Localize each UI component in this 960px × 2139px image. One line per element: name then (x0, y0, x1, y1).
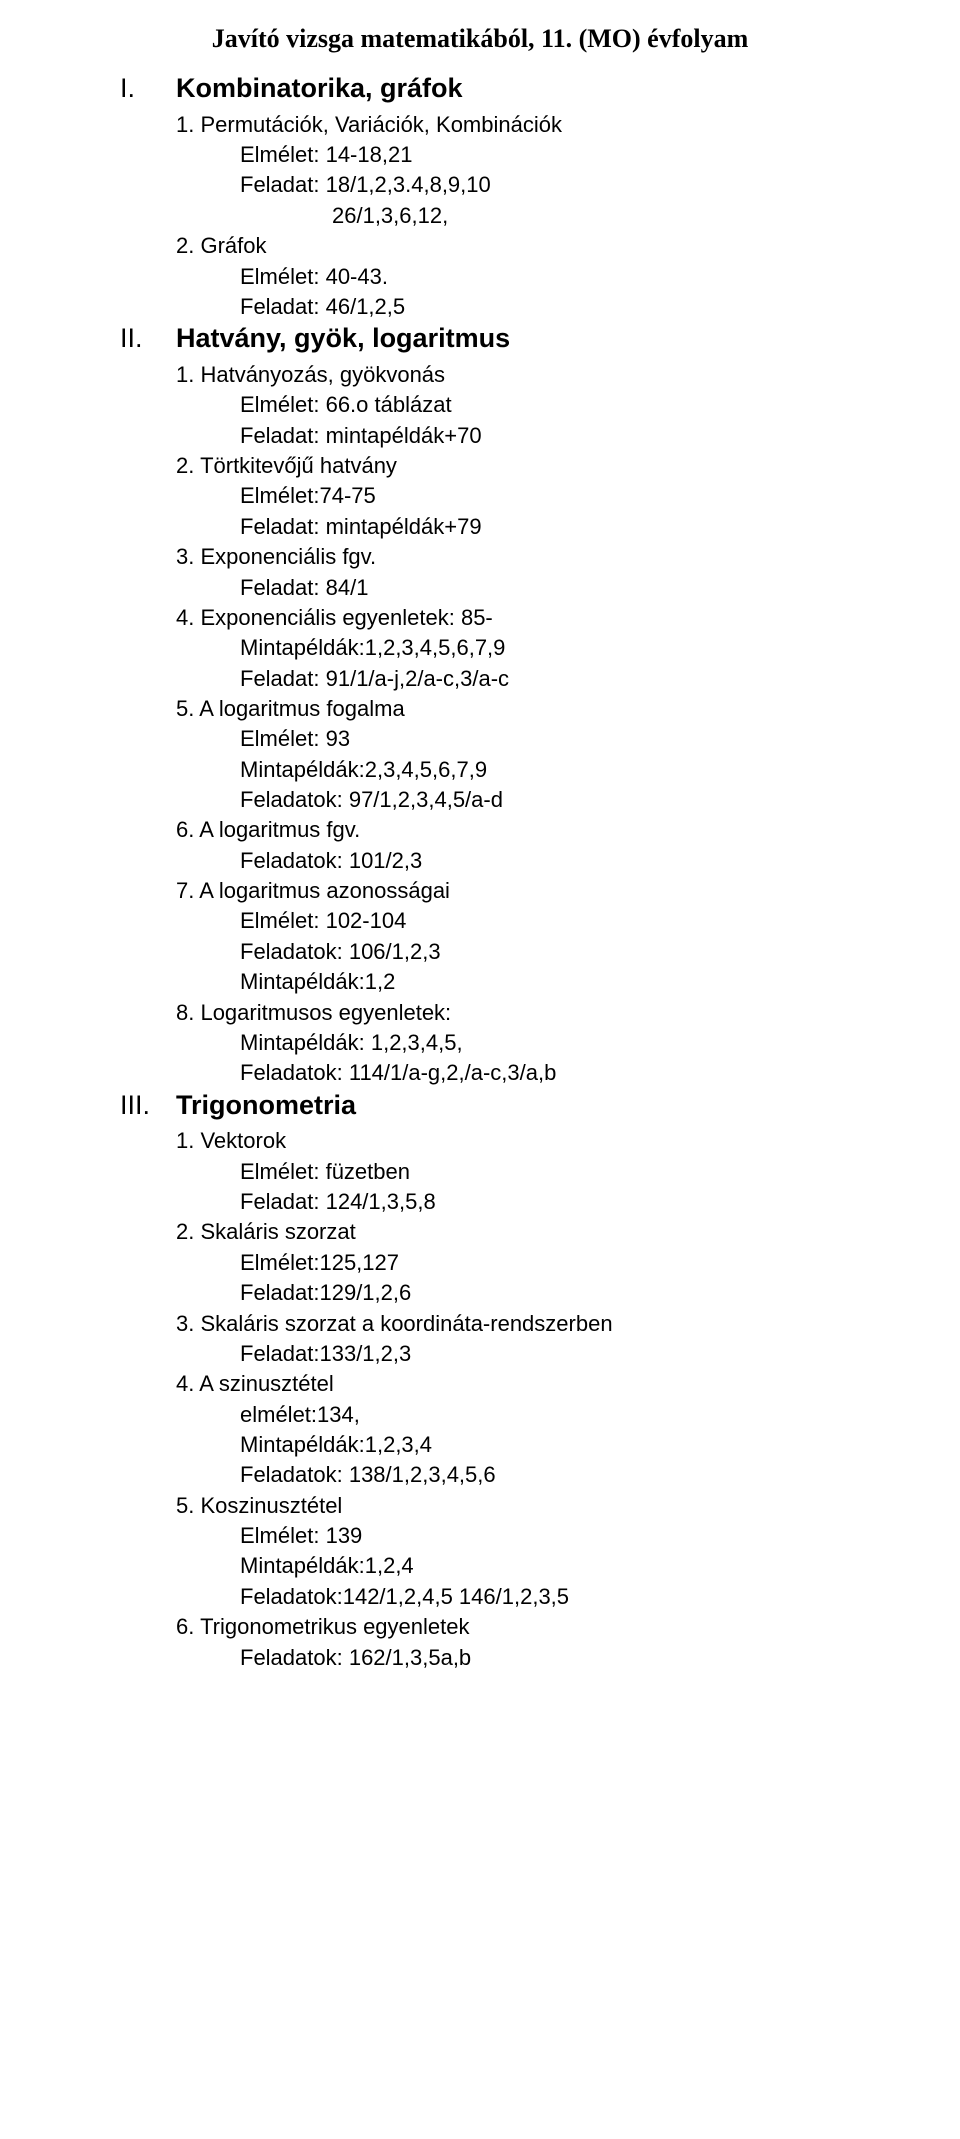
section-heading: Kombinatorika, gráfok (176, 72, 463, 106)
section-heading: Trigonometria (176, 1089, 356, 1123)
body-line: Feladat: 84/1 (176, 573, 840, 603)
body-line: Feladat: 46/1,2,5 (176, 292, 840, 322)
body-line: Mintapéldák:2,3,4,5,6,7,9 (176, 755, 840, 785)
body-line: Feladat: mintapéldák+70 (176, 421, 840, 451)
body-line: 2. Gráfok (176, 231, 840, 261)
body-line: Elmélet: 66.o táblázat (176, 390, 840, 420)
body-line: Mintapéldák:1,2,3,4 (176, 1430, 840, 1460)
body-line: 3. Exponenciális fgv. (176, 542, 840, 572)
body-line: 5. Koszinusztétel (176, 1491, 840, 1521)
section-row: II. Hatvány, gyök, logaritmus (120, 322, 840, 356)
body-line: Feladat:129/1,2,6 (176, 1278, 840, 1308)
body-line: Elmélet: 93 (176, 724, 840, 754)
section-row: I. Kombinatorika, gráfok (120, 72, 840, 106)
body-line: Feladatok: 162/1,3,5a,b (176, 1643, 840, 1673)
body-line: Feladatok: 97/1,2,3,4,5/a-d (176, 785, 840, 815)
body-line: 1. Vektorok (176, 1126, 840, 1156)
section-roman: III. (120, 1089, 176, 1123)
body-line: Elmélet: 14-18,21 (176, 140, 840, 170)
body-line: Feladat: 91/1/a-j,2/a-c,3/a-c (176, 664, 840, 694)
body-line: 1. Permutációk, Variációk, Kombinációk (176, 110, 840, 140)
body-line: 2. Törtkitevőjű hatvány (176, 451, 840, 481)
body-line: 6. Trigonometrikus egyenletek (176, 1612, 840, 1642)
body-line: Mintapéldák:1,2,4 (176, 1551, 840, 1581)
section-body: 1. Permutációk, Variációk, KombinációkEl… (176, 110, 840, 323)
body-line: Feladat: 124/1,3,5,8 (176, 1187, 840, 1217)
section-roman: II. (120, 322, 176, 356)
body-line: 8. Logaritmusos egyenletek: (176, 998, 840, 1028)
body-line: 4. A szinusztétel (176, 1369, 840, 1399)
body-line: elmélet:134, (176, 1400, 840, 1430)
body-line: Elmélet: 139 (176, 1521, 840, 1551)
body-line: 1. Hatványozás, gyökvonás (176, 360, 840, 390)
body-line: Elmélet: 102-104 (176, 906, 840, 936)
body-line: Feladatok: 138/1,2,3,4,5,6 (176, 1460, 840, 1490)
section-roman: I. (120, 72, 176, 106)
body-line: Elmélet: 40-43. (176, 262, 840, 292)
body-line: 4. Exponenciális egyenletek: 85- (176, 603, 840, 633)
body-line: Feladatok: 106/1,2,3 (176, 937, 840, 967)
body-line: Elmélet:74-75 (176, 481, 840, 511)
section-body: 1. VektorokElmélet: füzetbenFeladat: 124… (176, 1126, 840, 1672)
page: Javító vizsga matematikából, 11. (MO) év… (0, 0, 960, 2139)
main-title: Javító vizsga matematikából, 11. (MO) év… (120, 24, 840, 54)
body-line: Feladat: mintapéldák+79 (176, 512, 840, 542)
section-body: 1. Hatványozás, gyökvonásElmélet: 66.o t… (176, 360, 840, 1089)
body-line: 2. Skaláris szorzat (176, 1217, 840, 1247)
body-line: 5. A logaritmus fogalma (176, 694, 840, 724)
body-line: Feladat:133/1,2,3 (176, 1339, 840, 1369)
body-line: 3. Skaláris szorzat a koordináta-rendsze… (176, 1309, 840, 1339)
section-row: III. Trigonometria (120, 1089, 840, 1123)
body-line: Feladat: 18/1,2,3.4,8,9,10 (176, 170, 840, 200)
body-line: Mintapéldák: 1,2,3,4,5, (176, 1028, 840, 1058)
body-line: 26/1,3,6,12, (176, 201, 840, 231)
body-line: 6. A logaritmus fgv. (176, 815, 840, 845)
body-line: Mintapéldák:1,2,3,4,5,6,7,9 (176, 633, 840, 663)
body-line: Feladatok: 101/2,3 (176, 846, 840, 876)
body-line: 7. A logaritmus azonosságai (176, 876, 840, 906)
body-line: Feladatok:142/1,2,4,5 146/1,2,3,5 (176, 1582, 840, 1612)
body-line: Mintapéldák:1,2 (176, 967, 840, 997)
body-line: Elmélet:125,127 (176, 1248, 840, 1278)
body-line: Elmélet: füzetben (176, 1157, 840, 1187)
section-heading: Hatvány, gyök, logaritmus (176, 322, 510, 356)
body-line: Feladatok: 114/1/a-g,2,/a-c,3/a,b (176, 1058, 840, 1088)
